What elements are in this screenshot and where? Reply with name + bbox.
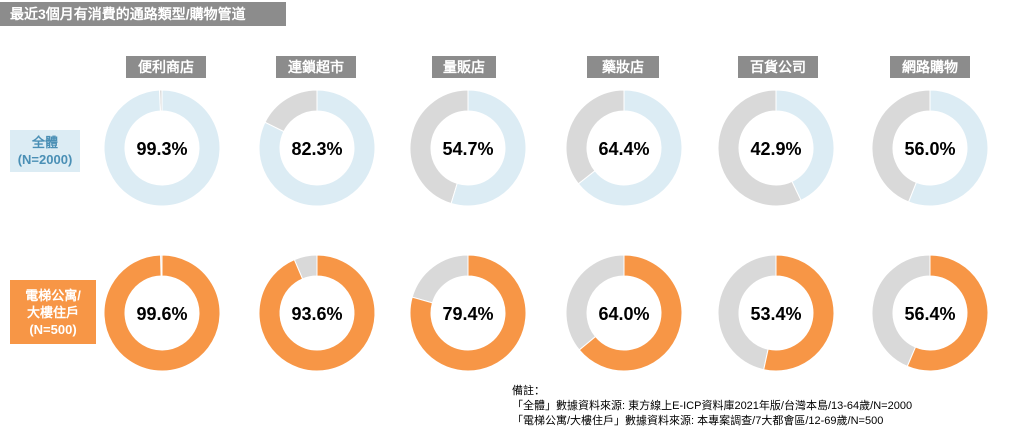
donut-label-all-department-store: 42.9% — [750, 139, 801, 159]
donut-segment-all-online-shopping — [907, 89, 989, 207]
category-label-online-shopping: 網路購物 — [890, 56, 970, 78]
donut-segment-apartment-hypermarket — [409, 254, 527, 372]
donut-remainder-apartment-online-shopping — [871, 254, 931, 368]
donut-segment-all-department-store — [775, 89, 835, 201]
donut-segment-apartment-department-store — [763, 254, 835, 372]
donut-remainder-apartment-hypermarket — [411, 254, 469, 304]
donut-remainder-all-online-shopping — [871, 89, 931, 203]
donut-label-all-supermarket: 82.3% — [291, 139, 342, 159]
donut-label-apartment-convenience-store: 99.6% — [136, 304, 187, 324]
category-label-convenience-store: 便利商店 — [126, 56, 206, 78]
category-label-department-store: 百貨公司 — [738, 56, 818, 78]
donut-remainder-apartment-drugstore — [565, 254, 625, 351]
donut-segment-apartment-drugstore — [578, 254, 683, 372]
donut-remainder-all-department-store — [717, 89, 802, 207]
donut-segment-apartment-convenience-store — [103, 254, 221, 372]
donut-segment-all-drugstore — [577, 89, 683, 207]
donut-label-apartment-hypermarket: 79.4% — [442, 304, 493, 324]
donut-remainder-all-supermarket — [264, 89, 318, 133]
donut-segment-all-convenience-store — [103, 89, 221, 207]
donut-remainder-all-hypermarket — [409, 89, 469, 205]
donut-label-apartment-department-store: 53.4% — [750, 304, 801, 324]
category-label-supermarket: 連鎖超市 — [276, 56, 356, 78]
donut-segment-apartment-supermarket — [258, 254, 376, 372]
donut-segment-all-supermarket — [258, 89, 376, 207]
donut-remainder-apartment-department-store — [717, 254, 777, 371]
donut-label-all-online-shopping: 56.0% — [904, 139, 955, 159]
row-label-all: 全體 (N=2000) — [10, 130, 80, 172]
donut-remainder-all-drugstore — [565, 89, 625, 185]
donut-label-apartment-online-shopping: 56.4% — [904, 304, 955, 324]
category-label-hypermarket: 量販店 — [432, 56, 496, 78]
category-label-drugstore: 藥妝店 — [587, 56, 659, 78]
notes: 備註： 「全體」數據資料來源: 東方線上E-ICP資料庫2021年版/台灣本島/… — [512, 384, 912, 429]
row-label-apartment-residents: 電梯公寓/ 大樓住戶 (N=500) — [10, 280, 96, 344]
donut-label-apartment-drugstore: 64.0% — [598, 304, 649, 324]
donut-label-apartment-supermarket: 93.6% — [291, 304, 342, 324]
donut-label-all-drugstore: 64.4% — [598, 139, 649, 159]
notes-line-all: 「全體」數據資料來源: 東方線上E-ICP資料庫2021年版/台灣本島/13-6… — [512, 400, 913, 412]
notes-line-apartment: 「電梯公寓/大樓住戶」數據資料來源: 本專案調查/7大都會區/12-69歲/N=… — [512, 415, 884, 427]
donut-segment-apartment-online-shopping — [906, 254, 989, 372]
donut-label-all-hypermarket: 54.7% — [442, 139, 493, 159]
donut-segment-all-hypermarket — [450, 89, 527, 207]
donut-label-all-convenience-store: 99.3% — [136, 139, 187, 159]
notes-heading: 備註： — [512, 385, 545, 397]
chart-title: 最近3個月有消費的通路類型/購物管道 — [0, 2, 286, 26]
